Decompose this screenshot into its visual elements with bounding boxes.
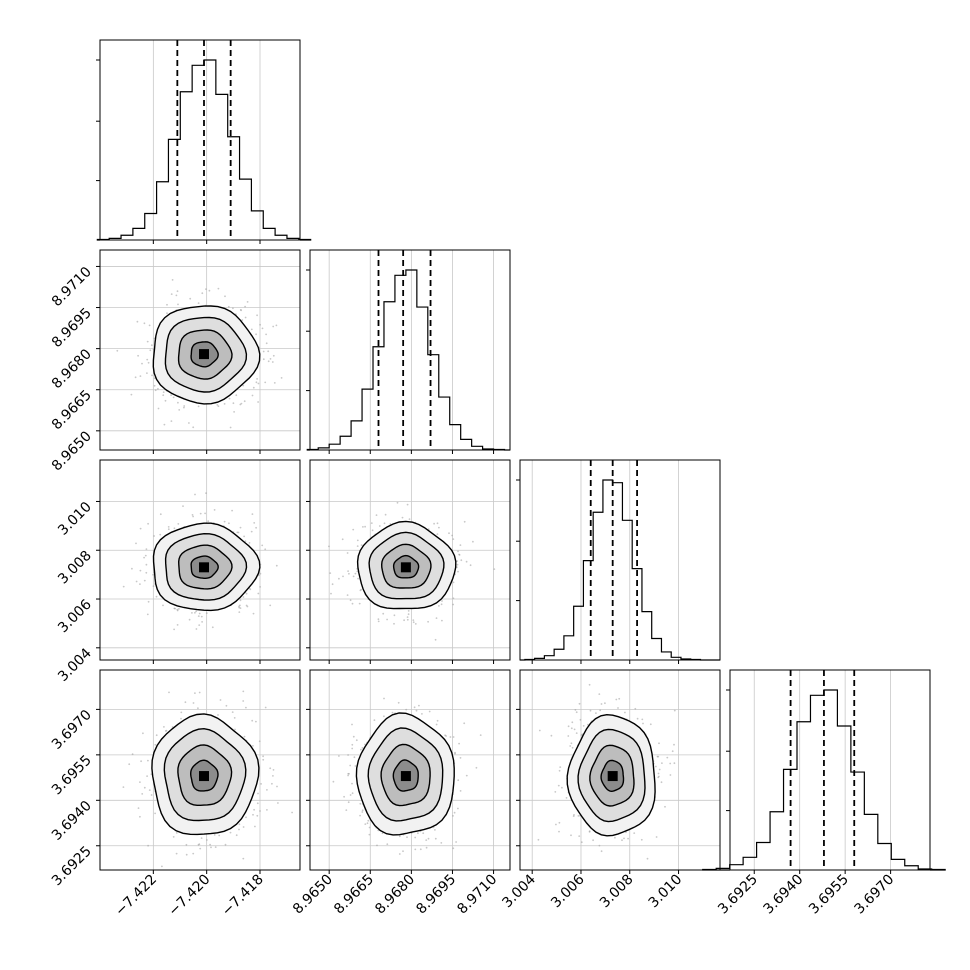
x-tick-label: 3.006 (548, 871, 588, 911)
x-tick-label: 8.9695 (413, 872, 459, 918)
y-tick-label: 8.9695 (49, 305, 95, 351)
panel-frame (99, 249, 301, 451)
panel-frame (309, 249, 511, 451)
x-tick-label: 8.9680 (372, 872, 418, 918)
y-tick-label: 8.9650 (49, 428, 95, 474)
x-tick-label: 3.004 (499, 871, 539, 911)
density-peak (199, 562, 209, 573)
panel-background (100, 40, 300, 240)
histogram-panel-1 (96, 39, 312, 244)
panel-frame (519, 669, 721, 871)
y-tick-label: 3.6955 (49, 752, 95, 798)
density-peak (607, 771, 618, 782)
x-tick-label: 3.6925 (715, 872, 761, 918)
joint-panel-4-1 (96, 669, 301, 874)
density-peak (199, 349, 209, 360)
panel-background (520, 460, 720, 660)
x-tick-label: −7.420 (166, 872, 214, 920)
y-tick-label: 3.010 (55, 499, 95, 539)
panel-frame (99, 459, 301, 661)
density-peak (400, 562, 411, 573)
y-tick-label: 3.008 (55, 548, 95, 588)
joint-panel-3-1 (96, 459, 301, 664)
joint-panel-3-2 (306, 459, 511, 664)
x-tick-label: 3.6955 (806, 872, 852, 918)
y-tick-label: 8.9710 (49, 264, 95, 310)
y-tick-label: 8.9665 (49, 387, 95, 433)
histogram-panel-4 (702, 669, 946, 874)
x-tick-label: −7.422 (112, 872, 160, 920)
y-tick-label: 3.6940 (49, 798, 95, 844)
histogram-panel-3 (516, 459, 721, 664)
x-tick-label: −7.418 (219, 872, 267, 920)
x-tick-label: 3.010 (646, 872, 686, 912)
panel-frame (309, 459, 511, 661)
y-tick-label: 3.6925 (49, 843, 95, 889)
y-tick-label: 3.006 (55, 596, 95, 636)
panel-background (310, 250, 510, 450)
y-tick-label: 3.6970 (49, 707, 95, 753)
panel-frame (519, 459, 721, 661)
x-tick-label: 8.9710 (454, 872, 500, 918)
histogram-panel-2 (306, 249, 511, 454)
panel-background (730, 670, 930, 870)
x-tick-label: 3.008 (597, 872, 637, 912)
x-tick-label: 3.6940 (761, 872, 807, 918)
joint-panel-4-3 (516, 669, 721, 874)
x-tick-label: 3.6970 (851, 872, 897, 918)
panel-frame (309, 669, 511, 871)
density-peak (400, 771, 411, 782)
panel-frame (729, 669, 931, 871)
histogram (306, 269, 510, 451)
panel-frame (99, 39, 301, 241)
density-peak (199, 771, 209, 782)
x-tick-label: 8.9665 (331, 872, 377, 918)
y-tick-label: 8.9680 (49, 346, 95, 392)
y-tick-label: 3.004 (55, 645, 95, 685)
x-tick-label: 8.9650 (290, 872, 336, 918)
panel-frame (99, 669, 301, 871)
joint-panel-2-1 (96, 249, 301, 454)
joint-panel-4-2 (306, 669, 511, 874)
